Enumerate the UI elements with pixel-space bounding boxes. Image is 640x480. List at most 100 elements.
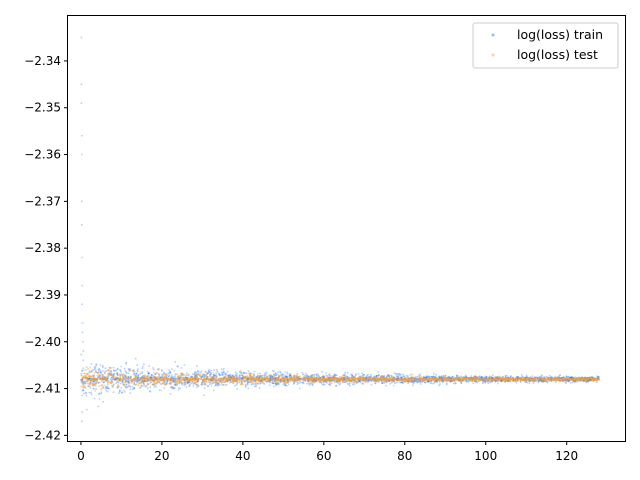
scatter-point [140, 372, 143, 375]
scatter-point [80, 223, 83, 226]
scatter-point [128, 368, 131, 371]
scatter-point [135, 374, 137, 377]
scatter-point [118, 373, 121, 376]
scatter-point [121, 391, 124, 394]
scatter-point [519, 380, 522, 383]
scatter-point [384, 380, 387, 383]
scatter-point [365, 380, 368, 383]
scatter-point [107, 384, 109, 387]
scatter-point [155, 386, 158, 388]
scatter-point [284, 375, 286, 378]
scatter-point [484, 375, 487, 378]
scatter-point [232, 375, 235, 378]
scatter-point [489, 376, 491, 379]
scatter-point [362, 375, 364, 378]
scatter-point [215, 368, 218, 371]
scatter-point [173, 387, 176, 390]
scatter-point [306, 374, 309, 377]
scatter-point [174, 375, 177, 377]
scatter-point [277, 374, 280, 376]
scatter-point [82, 381, 85, 383]
scatter-point [207, 371, 210, 374]
scatter-point [174, 373, 177, 376]
scatter-point [94, 390, 97, 392]
scatter-point [214, 374, 217, 377]
scatter-point [417, 380, 419, 383]
scatter-point [270, 373, 272, 376]
scatter-point [345, 380, 348, 383]
scatter-point [273, 374, 276, 376]
scatter-point [168, 369, 170, 371]
scatter-point [125, 377, 128, 380]
scatter-point [160, 369, 163, 371]
scatter-point [173, 370, 176, 372]
scatter-point [271, 381, 274, 384]
scatter-point [265, 371, 268, 373]
scatter-point [497, 382, 499, 385]
scatter-point [227, 375, 230, 377]
scatter-point [123, 375, 126, 378]
scatter-point [135, 372, 138, 375]
scatter-point [247, 387, 250, 390]
scatter-point [105, 370, 108, 372]
scatter-point [111, 384, 114, 387]
scatter-point [127, 380, 130, 383]
scatter-point [504, 374, 507, 377]
scatter-point [176, 383, 178, 385]
scatter-point [99, 364, 102, 366]
scatter-point [120, 382, 122, 385]
scatter-point [452, 375, 455, 378]
scatter-point [411, 381, 413, 383]
scatter-point [240, 381, 243, 383]
scatter-point [334, 381, 336, 383]
scatter-point [253, 375, 256, 377]
scatter-point [169, 383, 172, 385]
scatter-point [214, 374, 217, 376]
scatter-point [333, 374, 336, 376]
scatter-point [93, 366, 96, 369]
scatter-point [260, 375, 262, 377]
scatter-point [298, 379, 301, 382]
scatter-point [491, 374, 494, 377]
scatter-point [279, 371, 282, 374]
scatter-point [96, 380, 99, 383]
scatter-point [248, 372, 251, 375]
scatter-point [393, 381, 396, 383]
scatter-point [222, 373, 225, 376]
scatter-point [103, 381, 106, 383]
scatter-point [191, 373, 194, 375]
scatter-point [242, 376, 245, 379]
scatter-point [168, 382, 171, 384]
scatter-point [110, 374, 113, 377]
scatter-point [496, 375, 499, 378]
scatter-point [84, 386, 86, 389]
scatter-point [187, 382, 189, 384]
scatter-point [559, 374, 561, 376]
scatter-point [179, 380, 182, 383]
scatter-point [597, 375, 600, 378]
scatter-point [98, 393, 100, 395]
scatter-point [127, 384, 130, 386]
scatter-point [418, 381, 421, 384]
scatter-point [472, 382, 475, 385]
scatter-point [162, 376, 164, 378]
scatter-point [244, 380, 247, 382]
scatter-point [120, 386, 123, 389]
scatter-point [212, 382, 215, 384]
scatter-point [355, 373, 357, 375]
scatter-point [93, 384, 96, 387]
scatter-point [288, 375, 291, 377]
scatter-point [339, 376, 342, 379]
scatter-point [482, 381, 485, 383]
scatter-point [215, 375, 217, 377]
scatter-point [98, 367, 101, 370]
scatter-point [154, 376, 157, 378]
scatter-point [393, 372, 396, 375]
scatter-point [163, 379, 166, 382]
scatter-point [434, 376, 436, 379]
scatter-point [306, 374, 309, 377]
scatter-point [213, 369, 215, 372]
scatter-point [346, 371, 349, 374]
scatter-point [142, 380, 145, 383]
scatter-point [298, 375, 301, 378]
